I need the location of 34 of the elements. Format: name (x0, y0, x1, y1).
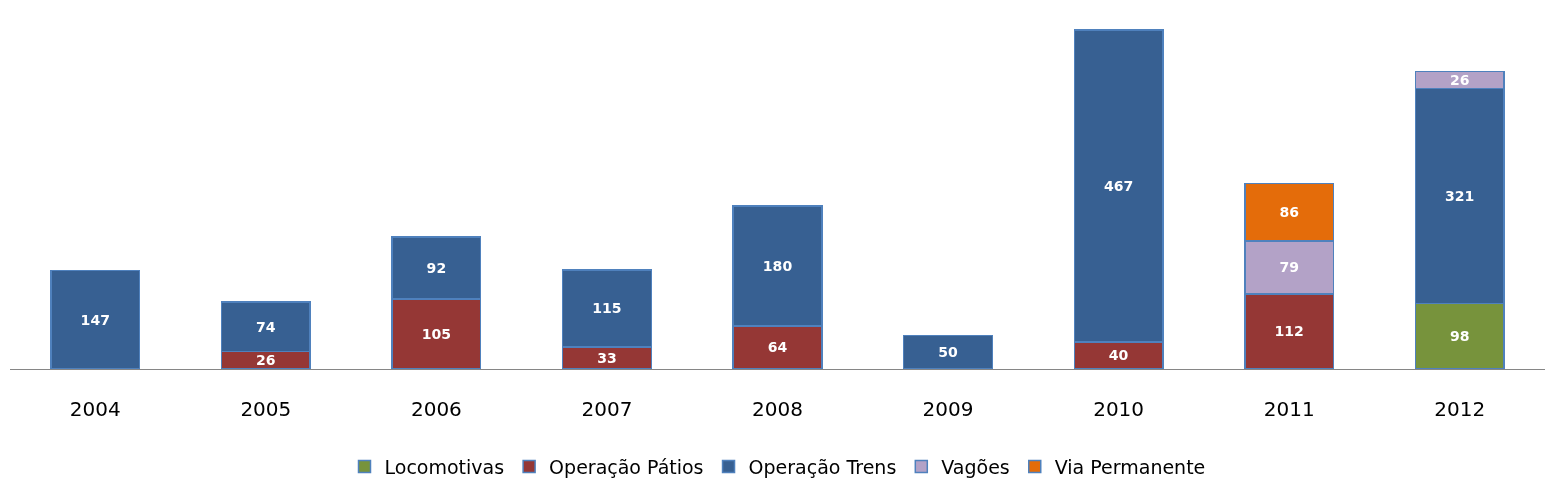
data-label: 115 (592, 300, 622, 317)
x-tick-label: 2004 (69, 397, 121, 421)
x-tick-label: 2009 (922, 397, 974, 421)
data-label: 79 (1279, 259, 1299, 276)
data-label: 26 (256, 351, 276, 368)
data-label: 105 (421, 325, 452, 342)
x-tick-label: 2006 (410, 397, 462, 421)
data-label: 147 (80, 311, 110, 328)
data-label: 112 (1274, 323, 1304, 340)
data-label: 64 (767, 339, 788, 356)
bar (50, 269, 141, 369)
data-label: 86 (1279, 204, 1300, 221)
data-label: 180 (762, 257, 793, 274)
data-label: 33 (597, 349, 617, 366)
legend-label: Locomotivas (384, 455, 505, 478)
data-label: 26 (1449, 71, 1470, 88)
legend-label: Vagões (941, 455, 1010, 478)
data-label: 467 (1103, 177, 1134, 194)
data-label: 321 (1445, 187, 1475, 204)
bar (902, 334, 994, 369)
x-tick-label: 2011 (1263, 397, 1315, 421)
x-tick-label: 2005 (240, 397, 292, 421)
x-tick-label: 2008 (752, 397, 803, 421)
data-label: 74 (256, 318, 276, 335)
legend-label: Operação Pátios (549, 455, 704, 478)
legend-label: Via Permanente (1054, 455, 1206, 478)
legend-label: Operação Trens (748, 455, 897, 478)
x-tick-label: 2010 (1093, 397, 1145, 421)
data-label: 50 (938, 343, 959, 360)
data-label: 40 (1108, 347, 1129, 364)
x-tick-label: 2007 (581, 397, 633, 421)
data-label: 92 (426, 259, 447, 276)
data-label: 98 (1449, 327, 1470, 344)
x-tick-label: 2012 (1434, 397, 1486, 421)
